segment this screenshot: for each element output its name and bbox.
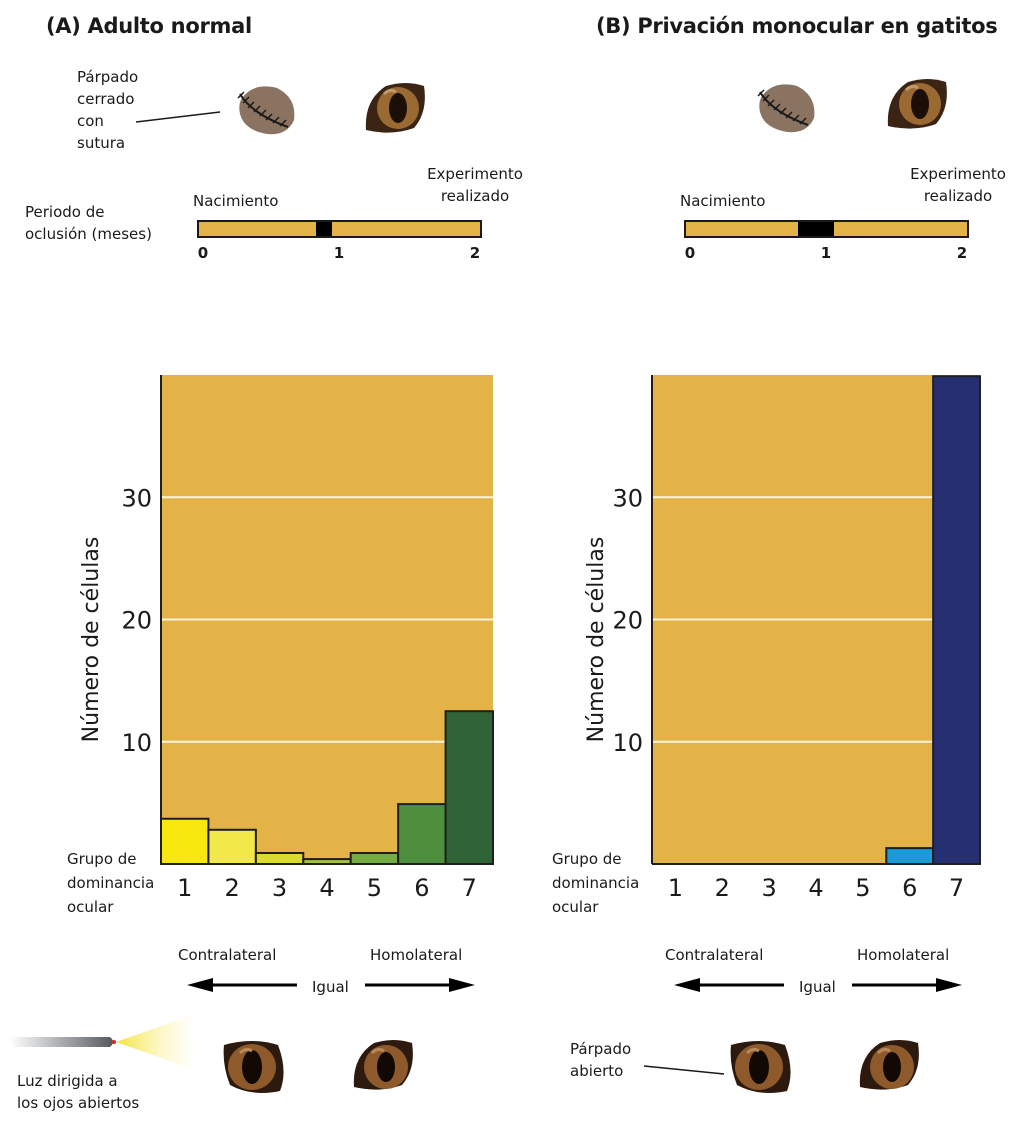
y-axis-title: Número de células [79,537,104,743]
x-axis-title: ocular [67,898,114,916]
x-tick-label: 7 [949,874,964,902]
timeline-tick: 2 [469,244,481,262]
label-line: los ojos abiertos [17,1094,140,1112]
label-line: con [77,112,104,130]
direction-arrows-b [674,978,962,992]
bar [349,851,400,865]
open-eyelid-label: Párpado abierto [570,1038,631,1082]
x-tick-label: 3 [762,874,777,902]
label-line: Experimento [910,165,1006,183]
birth-label-b: Nacimiento [680,192,766,210]
x-tick-label: 6 [902,874,917,902]
label-line: oclusión (meses) [25,225,152,243]
open-eye-icon [730,1041,791,1093]
y-axis-title: Número de células [584,537,609,743]
timeline-tick: 1 [820,244,832,262]
eyelid-pointer-line [643,1065,725,1075]
x-tick-label: 6 [414,874,429,902]
homolateral-label-a: Homolateral [370,946,463,964]
sutured-eyelid-label: Párpado cerrado con sutura [77,66,138,154]
open-eye-icon [859,1040,919,1090]
arrow-right-icon [936,978,962,992]
label-line: Párpado [570,1040,632,1058]
x-axis-title: dominancia [552,874,639,892]
arrow-right-icon [449,978,475,992]
y-tick-label: 30 [121,484,152,512]
y-tick-label: 10 [121,729,152,757]
x-tick-label: 5 [855,874,870,902]
experiment-label-a: Experimento realizado [410,163,540,207]
bar [444,710,495,865]
direction-arrows-a [187,978,475,992]
x-tick-label: 4 [808,874,823,902]
x-tick-label: 5 [367,874,382,902]
occlusion-block [798,222,834,236]
chart-b: 10 20 30 1 2 3 4 5 6 7 Número de células Grupo de do… [552,375,982,916]
timeline-tick: 1 [333,244,345,262]
x-axis-title: dominancia [67,874,154,892]
open-eye-icon [353,1040,413,1090]
y-tick-label: 20 [121,607,152,635]
arrow-left-icon [674,978,700,992]
label-line: Experimento [427,165,523,183]
equal-label-a: Igual [312,978,349,996]
timeline-tick: 2 [956,244,968,262]
open-eye-icon [223,1041,284,1093]
x-tick-label: 4 [319,874,334,902]
label-line: realizado [923,187,993,205]
timeline-tick: 0 [684,244,696,262]
y-tick-label: 10 [612,729,643,757]
x-tick-label: 7 [462,874,477,902]
panel-b-title: (B) Privación monocular en gatitos [596,14,998,38]
timeline-b: 0 1 2 [684,220,969,262]
contralateral-label-b: Contralateral [665,946,764,964]
label-line: cerrado [77,90,135,108]
light-label: Luz dirigida a los ojos abiertos [17,1070,139,1114]
sutured-eye-icon [237,86,295,135]
x-tick-label: 3 [272,874,287,902]
x-axis-title: Grupo de [67,850,137,868]
x-tick-label: 1 [668,874,683,902]
label-line: Luz dirigida a [17,1072,118,1090]
bar [160,817,210,866]
label-line: realizado [440,187,510,205]
open-eye-icon [887,79,947,129]
x-tick-label: 2 [225,874,240,902]
eyelid-pointer-line [135,111,221,123]
homolateral-label-b: Homolateral [857,946,950,964]
panel-a-title: (A) Adulto normal [46,14,252,38]
equal-label-b: Igual [799,978,836,996]
birth-label-a: Nacimiento [193,192,279,210]
sutured-eye-icon [757,84,815,133]
label-line: abierto [570,1062,624,1080]
timeline-bar [684,220,969,238]
timeline-tick: 0 [197,244,209,262]
flashlight-icon [10,1016,190,1068]
x-axis-title: ocular [552,898,599,916]
occlusion-block [315,222,333,236]
open-eye-icon [365,83,425,133]
contralateral-label-a: Contralateral [178,946,277,964]
occlusion-period-label: Periodo de oclusión (meses) [25,201,152,245]
timeline-a: 0 1 2 [197,220,482,262]
timeline-bar [197,220,482,238]
bar [932,375,982,865]
chart-a: 10 20 30 1 2 3 4 5 6 7 Número de células Grupo de do… [67,375,495,916]
x-axis-title: Grupo de [552,850,622,868]
bar [885,847,935,865]
label-line: Periodo de [25,203,105,221]
label-line: Párpado [77,68,139,86]
arrow-left-icon [187,978,213,992]
experiment-label-b: Experimento realizado [893,163,1023,207]
bar [397,803,447,865]
y-tick-label: 20 [612,607,643,635]
label-line: sutura [77,134,126,152]
bar [207,828,257,866]
x-tick-label: 1 [177,874,192,902]
x-tick-label: 2 [715,874,730,902]
bar [254,851,305,865]
y-tick-label: 30 [612,484,643,512]
